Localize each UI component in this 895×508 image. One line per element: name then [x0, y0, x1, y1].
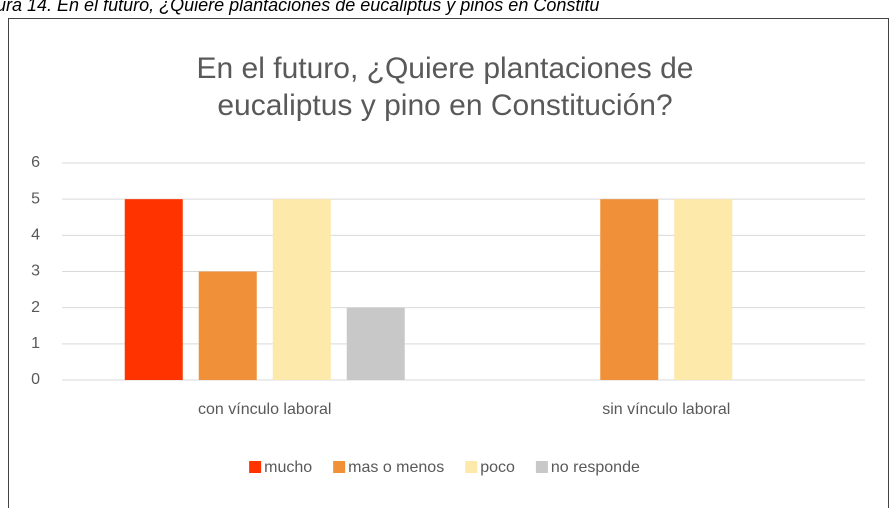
legend-label: no responde [551, 459, 640, 476]
legend-swatch [333, 461, 346, 473]
y-tick-label: 2 [31, 299, 40, 316]
y-tick-label: 1 [31, 335, 40, 352]
y-tick-label: 6 [31, 154, 40, 171]
legend-label: poco [480, 459, 515, 476]
y-tick-label: 0 [31, 371, 40, 388]
x-tick-label: con vínculo laboral [198, 401, 331, 418]
bar [600, 199, 659, 380]
bar [674, 199, 733, 380]
chart-border [8, 18, 889, 508]
bar [124, 199, 183, 380]
y-tick-label: 4 [31, 227, 40, 244]
legend-label: mas o menos [348, 459, 444, 476]
legend-swatch [465, 461, 478, 473]
y-tick-label: 3 [31, 263, 40, 280]
bar [272, 199, 331, 380]
chart-title: En el futuro, ¿Quiere plantaciones de [197, 52, 694, 85]
caption: ura 14. En el futuro, ¿Quiere plantacion… [0, 0, 599, 15]
x-tick-label: sin vínculo laboral [602, 401, 730, 418]
chart-title: eucaliptus y pino en Constitución? [217, 89, 672, 122]
legend-label: mucho [264, 459, 312, 476]
bar [346, 307, 405, 380]
y-tick-label: 5 [31, 190, 40, 207]
legend-swatch [535, 461, 548, 473]
bar [198, 271, 257, 380]
legend-swatch [249, 461, 262, 473]
